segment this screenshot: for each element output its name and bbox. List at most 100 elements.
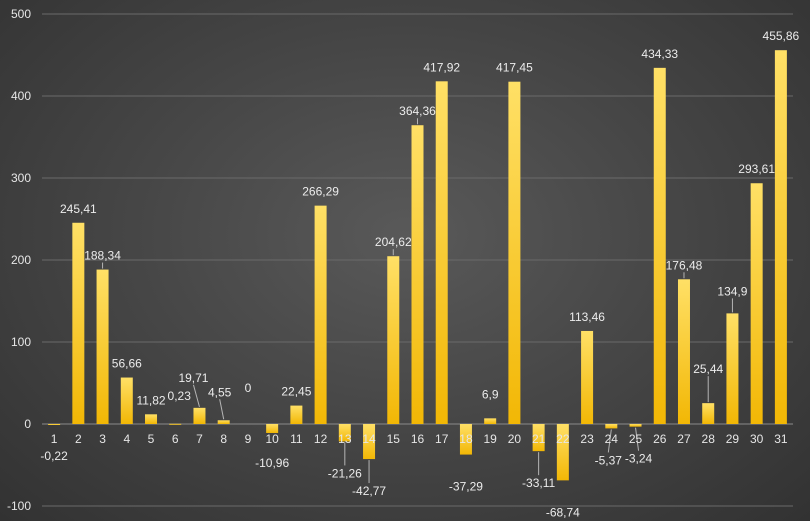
data-label: -3,24 xyxy=(625,452,653,466)
data-label: -37,29 xyxy=(449,480,483,494)
x-axis-tick-labels: 1 2 3 4 5 6 7 8 9 10 11 12 13 14 15 16 17 18 19 20 21 22 23 24 2… xyxy=(51,432,788,446)
data-label: 455,86 xyxy=(763,29,800,43)
bar-5 xyxy=(145,414,158,424)
bar-19 xyxy=(484,418,497,424)
data-label: 434,33 xyxy=(641,47,678,61)
bar-15 xyxy=(387,256,400,424)
data-label: 0 xyxy=(245,381,252,395)
data-label: -5,37 xyxy=(595,453,623,467)
leader-line xyxy=(635,427,640,451)
data-label: -33,11 xyxy=(522,476,555,490)
leader-line xyxy=(219,399,225,420)
data-label: 0,23 xyxy=(168,389,192,403)
bar-31 xyxy=(774,50,787,425)
x-tick-label: 17 xyxy=(435,432,449,446)
bar-28 xyxy=(702,403,715,424)
x-tick-label: 30 xyxy=(750,432,764,446)
x-tick-label: 22 xyxy=(556,432,570,446)
bar-6 xyxy=(169,423,182,425)
x-tick-label: 9 xyxy=(245,432,252,446)
data-label: 56,66 xyxy=(112,357,142,371)
bar-2 xyxy=(72,222,85,424)
bar-11 xyxy=(290,405,303,424)
x-tick-label: 4 xyxy=(123,432,130,446)
bar-22 xyxy=(556,424,569,481)
x-tick-label: 28 xyxy=(702,432,716,446)
data-label: 4,55 xyxy=(208,385,232,399)
bar-21 xyxy=(532,424,545,452)
y-tick-label: -100 xyxy=(7,499,31,513)
bar-30 xyxy=(750,183,763,424)
x-tick-label: 8 xyxy=(220,432,227,446)
x-tick-label: 5 xyxy=(148,432,155,446)
bar-8 xyxy=(217,420,230,424)
x-tick-label: 26 xyxy=(653,432,667,446)
data-label: -10,96 xyxy=(255,456,289,470)
x-tick-label: 2 xyxy=(75,432,82,446)
data-label: 6,9 xyxy=(482,387,499,401)
x-tick-label: 11 xyxy=(290,432,303,446)
y-tick-label: 0 xyxy=(24,417,31,431)
data-labels: -0,22 245,41 188,34 56,66 11,82 0,23 19,714,55… xyxy=(40,29,799,519)
leader-line xyxy=(192,384,200,407)
bar-16 xyxy=(411,125,424,425)
x-tick-label: 25 xyxy=(629,432,643,446)
bar-25 xyxy=(629,424,642,427)
data-label: 113,46 xyxy=(569,310,605,324)
bar-3 xyxy=(96,269,109,424)
data-label: 417,45 xyxy=(496,61,533,75)
bar-13 xyxy=(338,424,351,442)
x-tick-label: 23 xyxy=(580,432,594,446)
data-label: -0,22 xyxy=(40,449,68,463)
data-label: 293,61 xyxy=(738,162,775,176)
leader-line xyxy=(607,429,612,453)
data-label: 266,29 xyxy=(302,185,339,199)
x-tick-label: 10 xyxy=(265,432,279,446)
x-tick-label: 1 xyxy=(51,432,58,446)
data-label: 245,41 xyxy=(60,202,97,216)
bar-18 xyxy=(459,424,472,455)
bar-23 xyxy=(581,330,594,424)
data-label: 364,36 xyxy=(399,104,436,118)
x-tick-label: 24 xyxy=(605,432,619,446)
data-label: 134,9 xyxy=(717,284,747,298)
bars xyxy=(48,50,787,481)
data-label: 11,82 xyxy=(136,393,165,407)
bar-12 xyxy=(314,205,327,424)
data-label: 25,44 xyxy=(693,362,723,376)
x-tick-label: 3 xyxy=(99,432,106,446)
x-tick-label: 12 xyxy=(314,432,328,446)
y-tick-label: 300 xyxy=(11,171,31,185)
bar-1 xyxy=(48,424,61,425)
y-tick-label: 500 xyxy=(11,7,31,21)
bar-24 xyxy=(605,424,618,429)
bar-14 xyxy=(363,424,376,460)
x-tick-label: 27 xyxy=(677,432,691,446)
x-tick-label: 6 xyxy=(172,432,179,446)
data-label: 417,92 xyxy=(423,60,460,74)
y-tick-label: 200 xyxy=(11,253,31,267)
data-label-leader-lines xyxy=(102,118,733,484)
x-tick-label: 21 xyxy=(532,432,546,446)
bar-26 xyxy=(653,67,666,425)
bar-17 xyxy=(435,81,448,424)
data-label: 176,48 xyxy=(666,258,703,272)
data-label: 19,71 xyxy=(178,371,208,385)
data-label: -42,77 xyxy=(352,484,386,498)
x-tick-label: 14 xyxy=(362,432,376,446)
data-label: -68,74 xyxy=(546,505,580,519)
x-tick-label: 13 xyxy=(338,432,352,446)
x-tick-label: 19 xyxy=(483,432,497,446)
y-tick-label: 100 xyxy=(11,335,31,349)
y-axis-tick-labels: -100 0 100 200 300 400 500 xyxy=(7,7,31,513)
bar-29 xyxy=(726,313,739,424)
data-label: 188,34 xyxy=(84,249,121,263)
x-tick-label: 18 xyxy=(459,432,473,446)
data-label: 22,45 xyxy=(281,385,311,399)
x-tick-label: 20 xyxy=(508,432,522,446)
bar-27 xyxy=(677,279,690,424)
bar-4 xyxy=(120,377,133,424)
data-label: 204,62 xyxy=(375,235,412,249)
data-label: -21,26 xyxy=(328,466,362,480)
